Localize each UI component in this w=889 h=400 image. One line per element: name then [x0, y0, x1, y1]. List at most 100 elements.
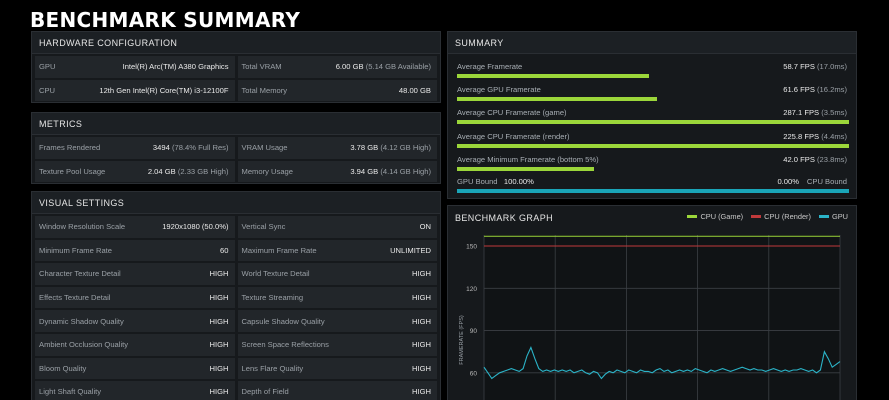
- hw-cell-cpu: CPU 12th Gen Intel(R) Core(TM) i3-12100F: [35, 79, 235, 102]
- visual-setting-cell: Lens Flare Quality HIGH: [237, 357, 437, 380]
- summary-row-value-main: 58.7 FPS: [783, 62, 815, 71]
- visual-setting-cell: Light Shaft Quality HIGH: [35, 381, 235, 400]
- metric-value: 3.78 GB (4.12 GB High): [350, 143, 431, 152]
- hw-cell-gpu: GPU Intel(R) Arc(TM) A380 Graphics: [35, 56, 235, 78]
- hardware-panel: HARDWARE CONFIGURATION GPU Intel(R) Arc(T…: [31, 31, 441, 103]
- visual-setting-label: Ambient Occlusion Quality: [39, 340, 129, 350]
- visual-setting-value: HIGH: [412, 363, 431, 373]
- hw-value-main: 6.00 GB: [335, 62, 364, 72]
- hw-cell-memory: Total Memory 48.00 GB: [237, 79, 437, 102]
- summary-row-label: Average CPU Framerate (render): [457, 131, 570, 141]
- hw-cell-vram: Total VRAM 6.00 GB (5.14 GB Available): [237, 56, 437, 78]
- metrics-header: METRICS: [32, 113, 440, 135]
- metric-value: 2.04 GB (2.33 GB High): [148, 167, 229, 176]
- hardware-grid: GPU Intel(R) Arc(TM) A380 Graphics Total …: [32, 56, 440, 102]
- metric-cell-vram: VRAM Usage 3.78 GB (4.12 GB High): [237, 137, 437, 159]
- visual-setting-cell: Maximum Frame Rate UNLIMITED: [237, 239, 437, 262]
- plot-area: [484, 235, 840, 400]
- y-tick-label: 90: [470, 328, 478, 335]
- visual-setting-cell: Bloom Quality HIGH: [35, 357, 235, 380]
- hw-label: CPU: [39, 85, 56, 95]
- metric-value: 3494 (78.4% Full Res): [153, 143, 229, 152]
- visual-setting-value: HIGH: [209, 293, 229, 303]
- metric-value-sub: (2.33 GB High): [177, 166, 229, 176]
- metric-value-sub: (78.4% Full Res): [171, 143, 229, 153]
- summary-row-bar: [457, 143, 849, 148]
- summary-row: Average CPU Framerate (render) 225.8 FPS …: [457, 129, 849, 151]
- visual-setting-label: Bloom Quality: [39, 363, 87, 373]
- gpu-bound-row: GPU Bound 100.00% 0.00% CPU Bound: [457, 174, 849, 196]
- metric-value-main: 3494: [152, 143, 170, 153]
- visual-setting-value: 1920x1080 (50.0%): [162, 222, 229, 232]
- summary-row-value: 287.1 FPS (3.5ms): [783, 108, 847, 117]
- visual-setting-label: Dynamic Shadow Quality: [39, 316, 124, 326]
- summary-row: Average GPU Framerate 61.6 FPS (16.2ms): [457, 82, 847, 104]
- metric-value: 3.94 GB (4.14 GB High): [350, 167, 431, 176]
- hardware-header: HARDWARE CONFIGURATION: [32, 32, 440, 54]
- metric-cell-texture-pool: Texture Pool Usage 2.04 GB (2.33 GB High): [35, 160, 235, 183]
- metric-label: Texture Pool Usage: [39, 166, 106, 176]
- summary-row: Average CPU Framerate (game) 287.1 FPS (3…: [457, 105, 849, 127]
- legend-label: CPU (Render): [764, 212, 811, 221]
- cpu-bound-label: CPU Bound: [806, 177, 847, 186]
- visual-setting-value: UNLIMITED: [390, 245, 431, 255]
- visual-setting-label: Vertical Sync: [241, 222, 286, 232]
- summary-row-value-sub: (17.0ms): [817, 62, 847, 71]
- summary-row-value-main: 42.0 FPS: [783, 154, 815, 164]
- hw-label: GPU: [39, 62, 56, 72]
- summary-row: Average Framerate 58.7 FPS (17.0ms): [457, 59, 847, 81]
- summary-row-value: 225.8 FPS (4.4ms): [783, 132, 847, 141]
- hw-value: 12th Gen Intel(R) Core(TM) i3-12100F: [99, 86, 228, 95]
- visual-setting-value: HIGH: [209, 363, 229, 373]
- visual-settings-grid: Window Resolution Scale 1920x1080 (50.0%)…: [32, 216, 440, 400]
- graph-legend: CPU (Game) CPU (Render) GPU: [687, 212, 848, 221]
- summary-row-value-sub: (23.8ms): [817, 154, 847, 164]
- visual-setting-label: World Texture Detail: [241, 269, 310, 279]
- hw-value-main: Intel(R) Arc(TM) A380 Graphics: [122, 62, 229, 72]
- summary-row: Average Minimum Framerate (bottom 5%) 42.…: [457, 152, 847, 174]
- hw-value-main: 12th Gen Intel(R) Core(TM) i3-12100F: [99, 85, 229, 95]
- series-line-gpu: [483, 346, 841, 380]
- legend-swatch: [687, 215, 698, 218]
- metric-value-main: 3.94 GB: [350, 166, 379, 176]
- metric-cell-memory: Memory Usage 3.94 GB (4.14 GB High): [237, 160, 437, 183]
- visual-setting-value: ON: [419, 222, 431, 232]
- summary-row-bar: [457, 120, 849, 125]
- gpu-bound-value: 100.00%: [503, 177, 534, 186]
- visual-setting-cell: Dynamic Shadow Quality HIGH: [35, 310, 235, 332]
- cpu-bound-value: 0.00%: [777, 177, 799, 186]
- visual-setting-cell: World Texture Detail HIGH: [237, 263, 437, 285]
- hw-value: 6.00 GB (5.14 GB Available): [336, 62, 431, 71]
- summary-row-value-sub: (3.5ms): [821, 108, 847, 118]
- metrics-grid: Frames Rendered 3494 (78.4% Full Res) VRA…: [32, 137, 440, 183]
- legend-label: CPU (Game): [700, 212, 744, 221]
- metrics-panel: METRICS Frames Rendered 3494 (78.4% Full …: [31, 112, 441, 184]
- summary-row-value: 61.6 FPS (16.2ms): [783, 85, 847, 94]
- visual-setting-cell: Character Texture Detail HIGH: [35, 263, 235, 285]
- summary-header: SUMMARY: [448, 32, 856, 54]
- visual-setting-value: HIGH: [412, 316, 431, 326]
- visual-setting-value: 60: [220, 245, 229, 255]
- metric-value-main: 2.04 GB: [147, 166, 176, 176]
- visual-setting-cell: Effects Texture Detail HIGH: [35, 286, 235, 309]
- visual-settings-header: VISUAL SETTINGS: [32, 192, 440, 214]
- summary-row-value-sub: (16.2ms): [817, 85, 847, 95]
- summary-row-label: Average Framerate: [457, 62, 523, 71]
- page-title: BENCHMARK SUMMARY: [30, 8, 301, 32]
- summary-row-label: Average Minimum Framerate (bottom 5%): [457, 154, 599, 164]
- metric-label: Frames Rendered: [39, 143, 101, 153]
- metric-value-sub: (4.14 GB High): [380, 166, 431, 176]
- visual-setting-value: HIGH: [412, 387, 431, 397]
- visual-setting-cell: Vertical Sync ON: [237, 216, 437, 238]
- visual-setting-cell: Depth of Field HIGH: [237, 381, 437, 400]
- graph-title: BENCHMARK GRAPH: [455, 213, 554, 223]
- summary-row-bar: [457, 97, 657, 102]
- hw-label: Total VRAM: [241, 62, 282, 72]
- visual-setting-label: Maximum Frame Rate: [241, 245, 317, 255]
- visual-setting-value: HIGH: [412, 269, 431, 279]
- visual-setting-cell: Minimum Frame Rate 60: [35, 239, 235, 262]
- metric-value-sub: (4.12 GB High): [380, 143, 431, 153]
- gpu-bound-label-text: GPU Bound: [457, 177, 498, 186]
- visual-setting-cell: Capsule Shadow Quality HIGH: [237, 310, 437, 332]
- benchmark-graph: 60 90 120 150 FRAMERATE (FPS): [459, 235, 841, 400]
